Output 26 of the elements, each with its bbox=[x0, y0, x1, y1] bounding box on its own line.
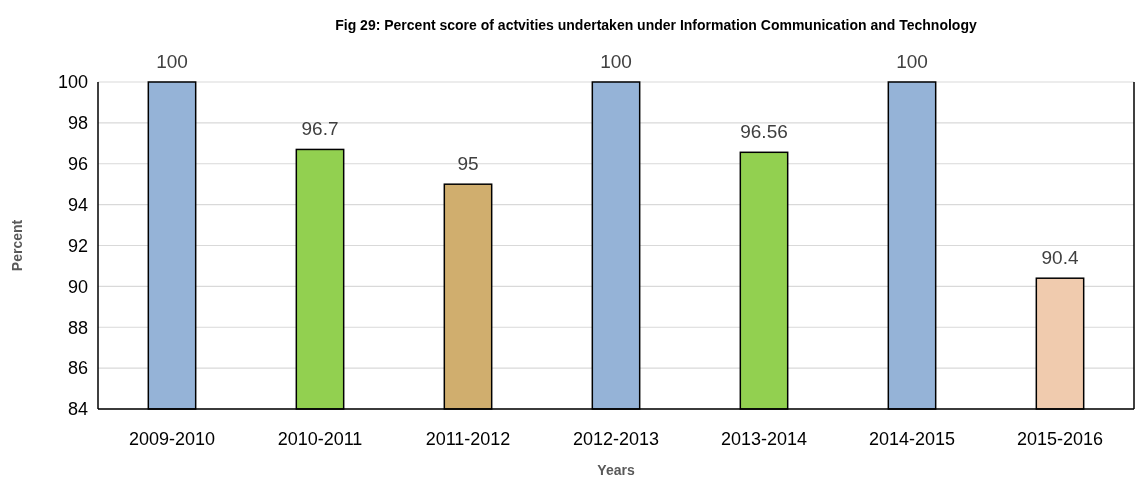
y-tick-label: 92 bbox=[67, 235, 88, 256]
y-tick-label: 100 bbox=[57, 72, 88, 93]
x-tick-label: 2009-2010 bbox=[128, 429, 216, 449]
data-label: 96.56 bbox=[740, 121, 788, 143]
data-label: 95 bbox=[457, 153, 479, 175]
y-axis-title: Percent bbox=[9, 219, 25, 272]
x-axis-title: Years bbox=[597, 462, 635, 478]
chart-title: Fig 29: Percent score of actvities undertaken under Information Communication and Technology bbox=[335, 17, 977, 33]
y-tick-label: 88 bbox=[67, 317, 88, 338]
y-tick-label: 86 bbox=[67, 358, 88, 379]
x-tick-label: 2014-2015 bbox=[868, 429, 956, 449]
x-tick-label: 2010-2011 bbox=[277, 429, 363, 449]
data-label: 100 bbox=[156, 51, 188, 72]
y-tick-label: 98 bbox=[67, 113, 88, 134]
y-tick-label: 84 bbox=[67, 399, 88, 420]
x-tick-label: 2011-2012 bbox=[425, 429, 511, 449]
y-tick-label: 90 bbox=[67, 276, 88, 297]
y-tick-label: 94 bbox=[67, 194, 88, 215]
data-label: 100 bbox=[600, 51, 632, 72]
x-tick-label: 2013-2014 bbox=[720, 429, 808, 449]
data-label: 96.7 bbox=[301, 118, 339, 140]
x-tick-label: 2015-2016 bbox=[1016, 429, 1104, 449]
data-label: 100 bbox=[896, 51, 928, 72]
data-label: 90.4 bbox=[1041, 247, 1079, 269]
x-tick-label: 2012-2013 bbox=[572, 429, 660, 449]
y-tick-label: 96 bbox=[67, 154, 88, 175]
